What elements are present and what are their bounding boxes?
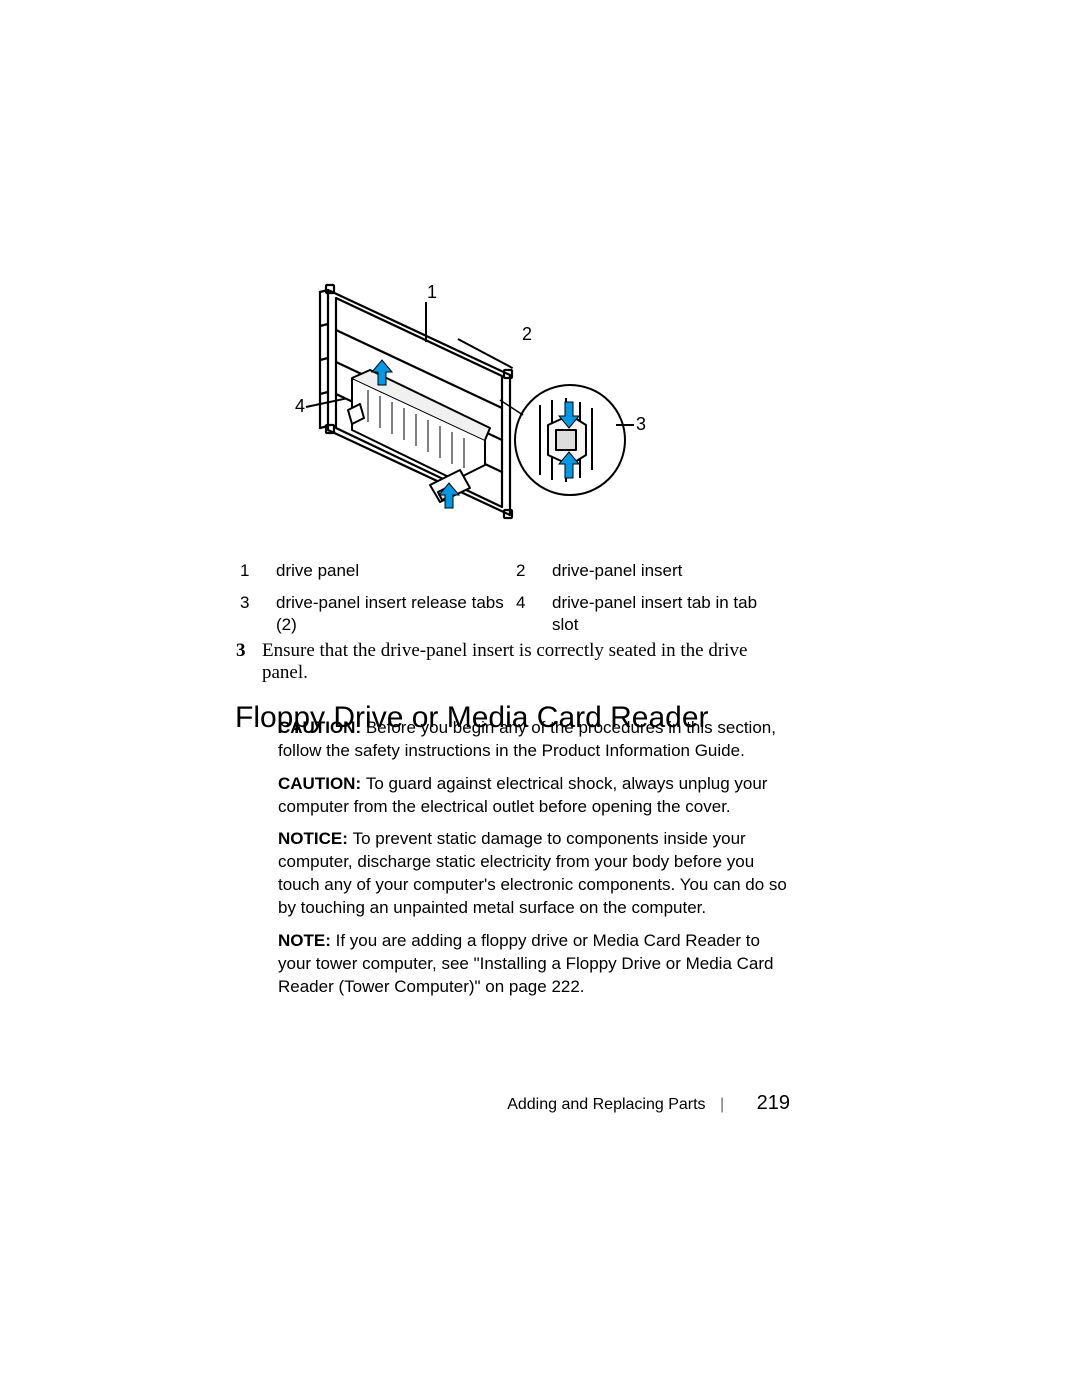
drive-panel-diagram: [290, 270, 650, 540]
notice-label: NOTICE:: [278, 829, 353, 848]
notice-text: To prevent static damage to components i…: [278, 829, 787, 917]
legend-text: drive panel: [276, 560, 516, 582]
page-footer: Adding and Replacing Parts | 219: [0, 1092, 790, 1115]
callout-4: 4: [295, 396, 305, 417]
note-block: NOTE: If you are adding a floppy drive o…: [278, 930, 793, 999]
legend-text: drive-panel insert: [552, 560, 792, 582]
footer-separator: |: [720, 1096, 724, 1113]
legend-row: 1 drive panel 2 drive-panel insert: [240, 560, 840, 582]
step-text: Ensure that the drive-panel insert is co…: [262, 640, 786, 684]
callout-2: 2: [522, 324, 532, 345]
legend-number: 3: [240, 592, 276, 636]
note-label: NOTE:: [278, 931, 336, 950]
step-item: 3 Ensure that the drive-panel insert is …: [236, 640, 786, 684]
document-page: 1 2 3 4 1 drive panel 2 drive-panel inse…: [0, 0, 1080, 1397]
footer-section: Adding and Replacing Parts: [507, 1096, 705, 1113]
legend-text: drive-panel insert release tabs (2): [276, 592, 516, 636]
callout-line: [425, 302, 427, 342]
diagram-svg: [290, 270, 650, 540]
page-number: 219: [757, 1092, 790, 1114]
caution-block: CAUTION: To guard against electrical sho…: [278, 773, 793, 819]
legend-number: 4: [516, 592, 552, 636]
caution-label: CAUTION:: [278, 774, 366, 793]
note-text: If you are adding a floppy drive or Medi…: [278, 931, 773, 996]
diagram-legend: 1 drive panel 2 drive-panel insert 3 dri…: [240, 560, 840, 646]
callout-1: 1: [427, 282, 437, 303]
caution-label: CAUTION:: [278, 718, 366, 737]
legend-row: 3 drive-panel insert release tabs (2) 4 …: [240, 592, 840, 636]
caution-block: CAUTION: Before you begin any of the pro…: [278, 717, 793, 763]
legend-number: 2: [516, 560, 552, 582]
legend-text: drive-panel insert tab in tab slot: [552, 592, 792, 636]
notice-block: NOTICE: To prevent static damage to comp…: [278, 828, 793, 920]
callout-line: [616, 424, 634, 426]
step-number: 3: [236, 640, 262, 684]
callout-3: 3: [636, 414, 646, 435]
legend-number: 1: [240, 560, 276, 582]
